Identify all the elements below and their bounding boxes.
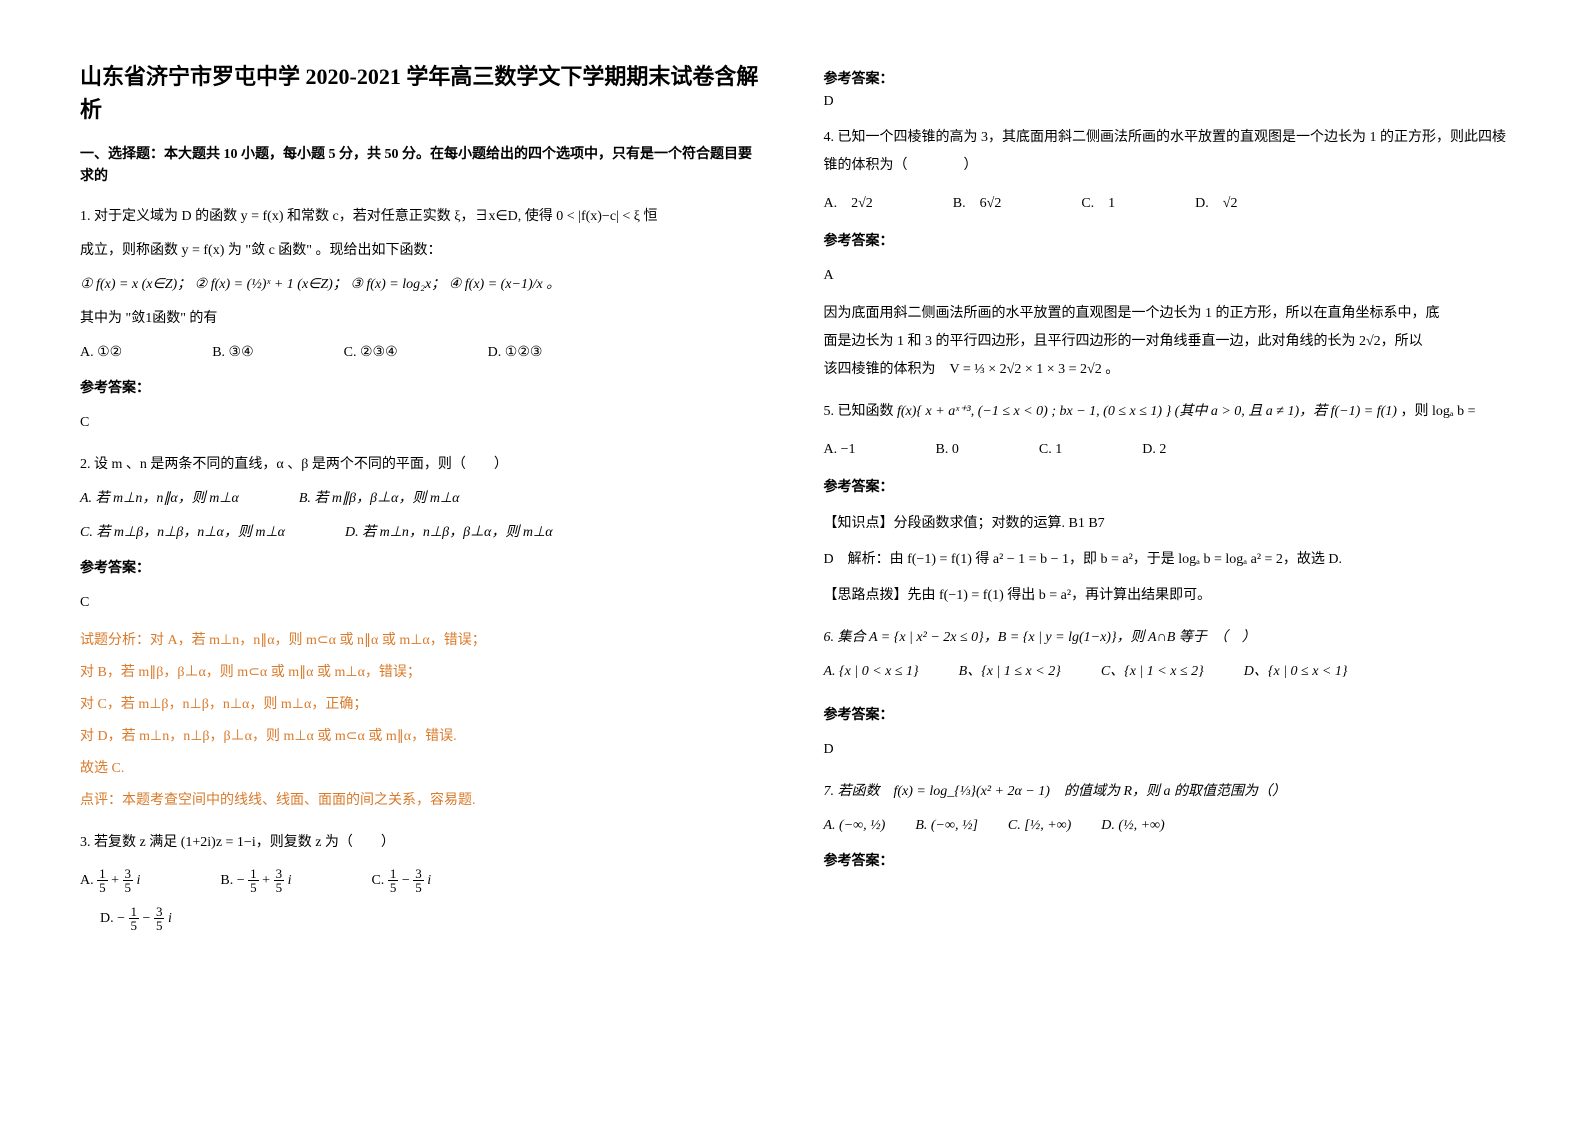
question-5: 5. 已知函数 f(x){ x + aˣ⁺³, (−1 ≤ x < 0) ; b… — [824, 398, 1508, 610]
q6-stem: 6. 集合 A = {x | x² − 2x ≤ 0}，B = {x | y =… — [824, 624, 1508, 652]
q4-stem: 4. 已知一个四棱锥的高为 3，其底面用斜二侧画法所画的水平放置的直观图是一个边… — [824, 124, 1508, 180]
q5-opt-a: A. −1 — [824, 436, 856, 464]
q2-analysis-2: 对 B，若 m∥β，β⊥α，则 m⊂α 或 m∥α 或 m⊥α，错误； — [80, 659, 764, 687]
q1-opt-c: C. ②③④ — [344, 339, 398, 367]
section-1-head: 一、选择题：本大题共 10 小题，每小题 5 分，共 50 分。在每小题给出的四… — [80, 144, 764, 189]
q3-stem: 3. 若复数 z 满足 (1+2i)z = 1−i，则复数 z 为（ ） — [80, 829, 764, 857]
question-7: 7. 若函数 f(x) = log_{⅓}(x² + 2α − 1) 的值域为 … — [824, 778, 1508, 876]
q5-kp: 【知识点】分段函数求值；对数的运算. B1 B7 — [824, 510, 1508, 538]
q6-opt-b: B、{x | 1 ≤ x < 2} — [959, 658, 1061, 686]
q4-ans-label: 参考答案： — [824, 228, 1508, 256]
q3-d-pre: D. — [100, 911, 114, 926]
q4-expl-3: 该四棱锥的体积为 V = ⅓ × 2√2 × 1 × 3 = 2√2 。 — [824, 356, 1508, 384]
q2-opt-c: C. 若 m⊥β，n⊥β，n⊥α，则 m⊥α — [80, 519, 285, 547]
q3-b-pre: B. — [220, 873, 233, 888]
q2-options-row2: C. 若 m⊥β，n⊥β，n⊥α，则 m⊥α D. 若 m⊥n，n⊥β，β⊥α，… — [80, 519, 764, 547]
q5-stem: 5. 已知函数 f(x){ x + aˣ⁺³, (−1 ≤ x < 0) ; b… — [824, 398, 1508, 426]
q6-options: A. {x | 0 < x ≤ 1} B、{x | 1 ≤ x < 2} C、{… — [824, 658, 1508, 686]
q6-ans: D — [824, 736, 1508, 764]
q3-c-pre: C. — [371, 873, 384, 888]
question-2: 2. 设 m 、n 是两条不同的直线，α 、β 是两个不同的平面，则（ ） A.… — [80, 451, 764, 815]
question-3: 3. 若复数 z 满足 (1+2i)z = 1−i，则复数 z 为（ ） A. … — [80, 829, 764, 933]
q4-expl-1: 因为底面用斜二侧画法所画的水平放置的直观图是一个边长为 1 的正方形，所以在直角… — [824, 300, 1508, 328]
q3-options-row2: D. − 15 − 35 i — [100, 905, 764, 933]
q2-ans: C — [80, 589, 764, 617]
q1-stem-a: 1. 对于定义域为 D 的函数 y = f(x) 和常数 c，若对任意正实数 ξ… — [80, 203, 764, 231]
left-column: 山东省济宁市罗屯中学 2020-2021 学年高三数学文下学期期末试卷含解析 一… — [80, 60, 764, 1062]
q4-opt-d: D. √2 — [1195, 190, 1237, 218]
q2-options-row1: A. 若 m⊥n，n∥α，则 m⊥α B. 若 m∥β，β⊥α，则 m⊥α — [80, 485, 764, 513]
q5-opt-c: C. 1 — [1039, 436, 1062, 464]
q2-opt-a: A. 若 m⊥n，n∥α，则 m⊥α — [80, 485, 239, 513]
q3-opt-a: A. 15 + 35 i — [80, 867, 140, 895]
q3-ans: D — [824, 94, 1508, 110]
question-1: 1. 对于定义域为 D 的函数 y = f(x) 和常数 c，若对任意正实数 ξ… — [80, 203, 764, 437]
q2-analysis-1: 试题分析：对 A，若 m⊥n，n∥α，则 m⊂α 或 n∥α 或 m⊥α，错误； — [80, 627, 764, 655]
q7-stem: 7. 若函数 f(x) = log_{⅓}(x² + 2α − 1) 的值域为 … — [824, 778, 1508, 806]
q3-options-row1: A. 15 + 35 i B. − 15 + 35 i C. 15 − 35 i — [80, 867, 764, 895]
q4-options: A. 2√2 B. 6√2 C. 1 D. √2 — [824, 190, 1508, 218]
q2-stem: 2. 设 m 、n 是两条不同的直线，α 、β 是两个不同的平面，则（ ） — [80, 451, 764, 479]
q5-options: A. −1 B. 0 C. 1 D. 2 — [824, 436, 1508, 464]
q4-ans: A — [824, 262, 1508, 290]
q7-ans-label: 参考答案： — [824, 848, 1508, 876]
q2-analysis-5: 故选 C. — [80, 755, 764, 783]
q2-analysis-4: 对 D，若 m⊥n，n⊥β，β⊥α，则 m⊥α 或 m⊂α 或 m∥α，错误. — [80, 723, 764, 751]
q1-ask: 其中为 "敛1函数" 的有 — [80, 305, 764, 333]
q2-analysis-3: 对 C，若 m⊥β，n⊥β，n⊥α，则 m⊥α，正确； — [80, 691, 764, 719]
q1-opt-b: B. ③④ — [212, 339, 253, 367]
q3-opt-d: D. − 15 − 35 i — [100, 905, 172, 933]
q3-opt-b: B. − 15 + 35 i — [220, 867, 291, 895]
q7-opt-b: B. (−∞, ½] — [915, 812, 978, 840]
q4-opt-c: C. 1 — [1081, 190, 1115, 218]
q4-expl-2: 面是边长为 1 和 3 的平行四边形，且平行四边形的一对角线垂直一边，此对角线的… — [824, 328, 1508, 356]
q2-opt-d: D. 若 m⊥n，n⊥β，β⊥α，则 m⊥α — [345, 519, 553, 547]
q3-ans-label: 参考答案： — [824, 68, 1508, 88]
q3-a-pre: A. — [80, 873, 94, 888]
q1-ans-label: 参考答案： — [80, 375, 764, 403]
q5-sol: D 解析：由 f(−1) = f(1) 得 a² − 1 = b − 1，即 b… — [824, 546, 1508, 574]
q1-stem-b: 成立，则称函数 y = f(x) 为 "敛 c 函数" 。现给出如下函数： — [80, 237, 764, 265]
q7-opt-a: A. (−∞, ½) — [824, 812, 886, 840]
q6-opt-c: C、{x | 1 < x ≤ 2} — [1101, 658, 1204, 686]
q7-opt-c: C. [½, +∞) — [1008, 812, 1071, 840]
q6-opt-d: D、{x | 0 ≤ x < 1} — [1244, 658, 1348, 686]
q7-options: A. (−∞, ½) B. (−∞, ½] C. [½, +∞) D. (½, … — [824, 812, 1508, 840]
q7-opt-d: D. (½, +∞) — [1101, 812, 1164, 840]
q5-opt-d: D. 2 — [1142, 436, 1166, 464]
exam-title: 山东省济宁市罗屯中学 2020-2021 学年高三数学文下学期期末试卷含解析 — [80, 60, 764, 126]
q5-opt-b: B. 0 — [936, 436, 959, 464]
q2-ans-label: 参考答案： — [80, 555, 764, 583]
q1-opt-d: D. ①②③ — [488, 339, 543, 367]
q1-functions: ① f(x) = x (x∈Z)； ② f(x) = (½)ˣ + 1 (x∈Z… — [80, 271, 764, 299]
question-4: 4. 已知一个四棱锥的高为 3，其底面用斜二侧画法所画的水平放置的直观图是一个边… — [824, 124, 1508, 384]
q6-ans-label: 参考答案： — [824, 702, 1508, 730]
right-column: 参考答案： D 4. 已知一个四棱锥的高为 3，其底面用斜二侧画法所画的水平放置… — [824, 60, 1508, 1062]
q2-analysis-6: 点评：本题考查空间中的线线、线面、面面的间之关系，容易题. — [80, 787, 764, 815]
q6-opt-a: A. {x | 0 < x ≤ 1} — [824, 658, 919, 686]
q1-opt-a: A. ①② — [80, 339, 122, 367]
q5-tip: 【思路点拨】先由 f(−1) = f(1) 得出 b = a²，再计算出结果即可… — [824, 582, 1508, 610]
q5-ans-label: 参考答案： — [824, 474, 1508, 502]
q2-opt-b: B. 若 m∥β，β⊥α，则 m⊥α — [299, 485, 460, 513]
q4-opt-a: A. 2√2 — [824, 190, 873, 218]
q4-opt-b: B. 6√2 — [953, 190, 1002, 218]
q3-opt-c: C. 15 − 35 i — [371, 867, 431, 895]
q1-options: A. ①② B. ③④ C. ②③④ D. ①②③ — [80, 339, 764, 367]
q1-ans: C — [80, 409, 764, 437]
question-6: 6. 集合 A = {x | x² − 2x ≤ 0}，B = {x | y =… — [824, 624, 1508, 764]
